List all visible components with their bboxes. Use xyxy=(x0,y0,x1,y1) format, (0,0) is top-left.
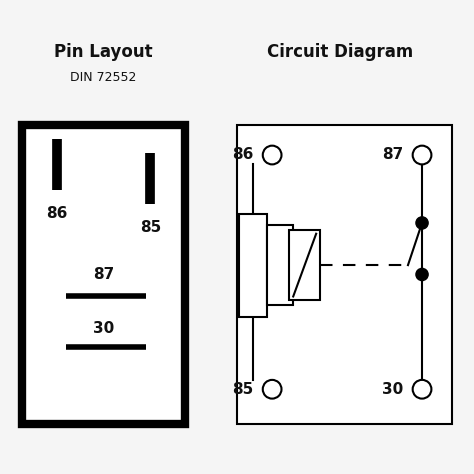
Text: 30: 30 xyxy=(382,382,403,397)
Text: 86: 86 xyxy=(46,206,67,221)
Text: 87: 87 xyxy=(93,267,114,282)
Circle shape xyxy=(413,380,431,399)
Bar xyxy=(267,225,293,305)
Text: Pin Layout: Pin Layout xyxy=(54,43,153,61)
Bar xyxy=(237,125,453,424)
Text: 85: 85 xyxy=(232,382,254,397)
Circle shape xyxy=(413,146,431,164)
Bar xyxy=(239,214,267,317)
Text: 85: 85 xyxy=(140,220,161,235)
Bar xyxy=(21,125,185,424)
Text: 30: 30 xyxy=(93,321,114,336)
Circle shape xyxy=(263,380,282,399)
Text: Circuit Diagram: Circuit Diagram xyxy=(267,43,413,61)
Text: DIN 72552: DIN 72552 xyxy=(70,71,137,84)
Text: 87: 87 xyxy=(382,146,403,162)
Circle shape xyxy=(416,217,428,229)
Text: 86: 86 xyxy=(232,146,254,162)
Circle shape xyxy=(263,146,282,164)
Circle shape xyxy=(416,268,428,281)
Bar xyxy=(290,230,320,300)
